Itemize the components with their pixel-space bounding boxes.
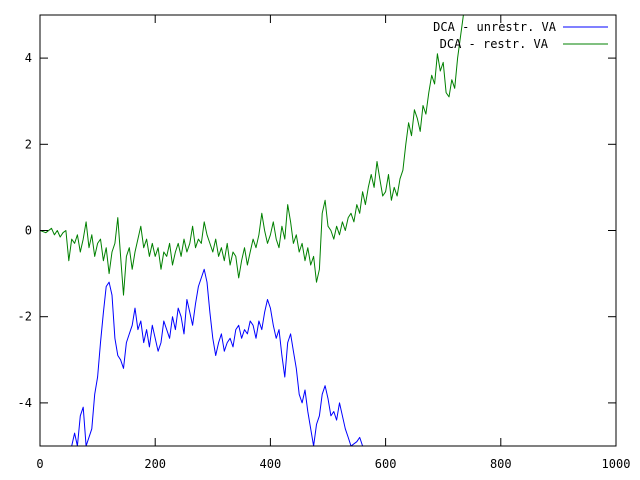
x-tick-label: 200: [144, 457, 166, 471]
legend: DCA - unrestr. VA DCA - restr. VA: [433, 20, 608, 51]
x-tick-label: 600: [375, 457, 397, 471]
x-tick-label: 800: [490, 457, 512, 471]
legend-label-restricted: DCA - restr. VA: [440, 37, 549, 51]
x-tick-label: 0: [36, 457, 43, 471]
y-tick-label: -4: [18, 396, 32, 410]
series-line-unrestricted: [71, 268, 364, 446]
plot-frame: [39, 14, 617, 447]
y-tick-label: 0: [25, 224, 32, 238]
y-tick-label: 2: [25, 137, 32, 151]
y-tick-label: -2: [18, 310, 32, 324]
legend-label-unrestricted: DCA - unrestr. VA: [433, 20, 557, 34]
series-line-restricted: [40, 15, 464, 296]
y-tick-label: 4: [25, 51, 32, 65]
axis-ticks: [39, 15, 617, 446]
x-tick-label: 1000: [602, 457, 631, 471]
x-tick-label: 400: [260, 457, 282, 471]
axis-tick-labels: 0 200 400 600 800 1000 -4 -2 0 2 4: [18, 51, 631, 471]
series-layer: [40, 15, 464, 446]
